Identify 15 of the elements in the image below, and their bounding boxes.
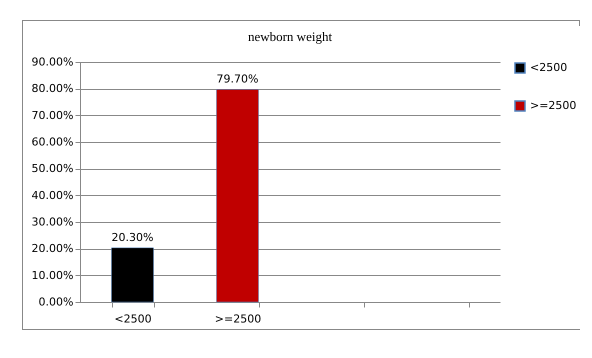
y-tick-label: 40.00%	[32, 188, 74, 202]
y-tick-label: 70.00%	[32, 108, 74, 122]
legend-label: <2500	[530, 61, 568, 74]
y-tick-label: 10.00%	[32, 268, 74, 282]
y-tick-label: 60.00%	[32, 136, 74, 148]
y-tick-label: 0.00%	[38, 296, 74, 308]
y-tick-label: 80.00%	[32, 82, 74, 96]
y-tick-label: 90.00%	[32, 56, 74, 68]
chart-title: newborn weight	[248, 29, 332, 44]
data-label: 20.30%	[112, 230, 154, 244]
y-tick-label: 20.00%	[32, 242, 74, 256]
y-tick-label: 50.00%	[32, 162, 74, 176]
data-label: 79.70%	[216, 72, 258, 86]
y-tick-label: 30.00%	[32, 216, 74, 228]
legend-label: >=2500	[530, 99, 576, 112]
